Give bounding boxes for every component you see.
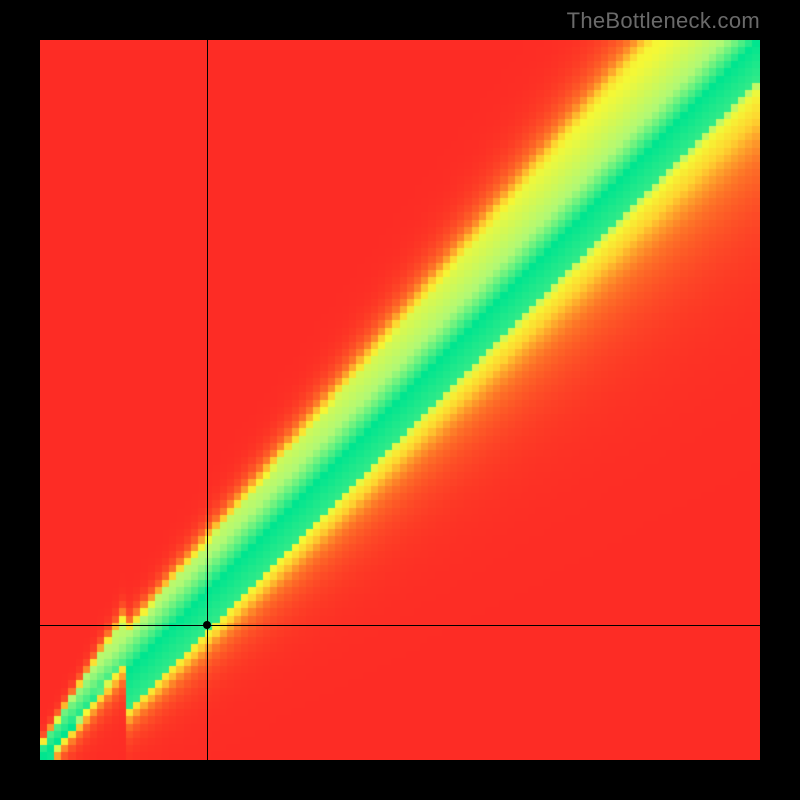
crosshair-marker-dot bbox=[203, 621, 211, 629]
watermark-text: TheBottleneck.com bbox=[567, 8, 760, 34]
crosshair-vertical bbox=[207, 40, 208, 760]
bottleneck-heatmap bbox=[40, 40, 760, 760]
heatmap-canvas bbox=[40, 40, 760, 760]
crosshair-horizontal bbox=[40, 625, 760, 626]
